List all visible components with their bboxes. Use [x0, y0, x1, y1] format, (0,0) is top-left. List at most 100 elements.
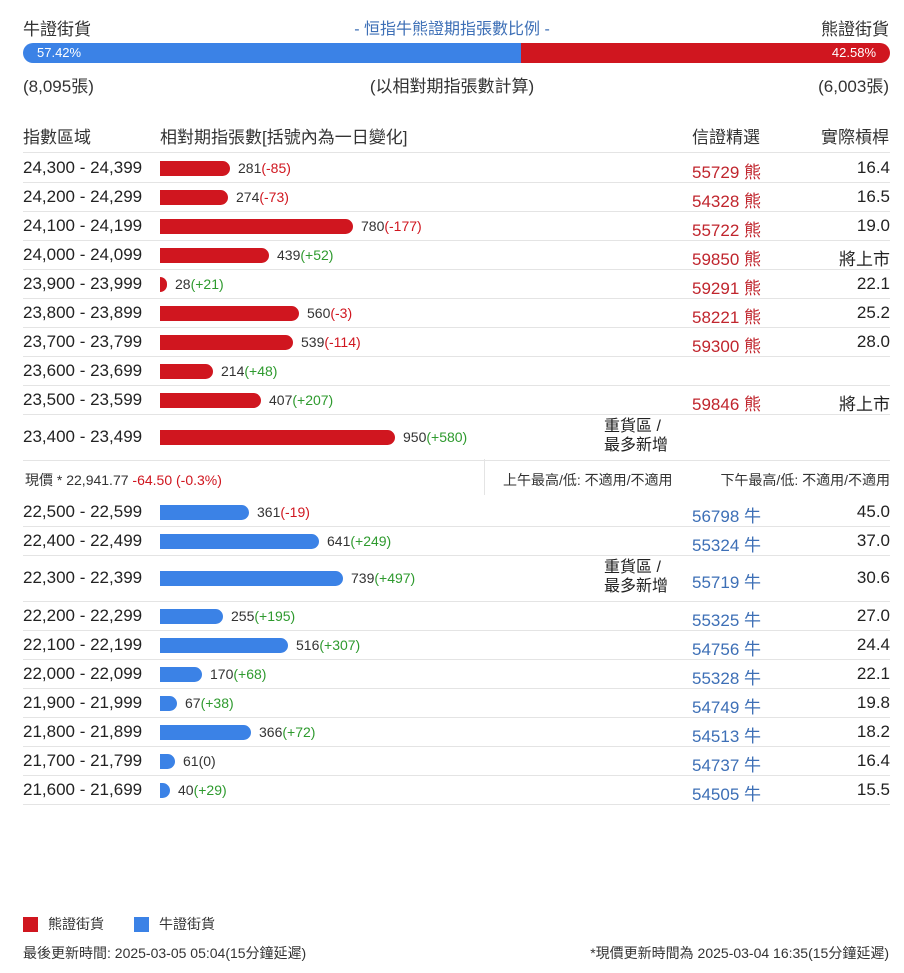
- row-divider: [23, 804, 890, 805]
- bear-count-bar: [160, 430, 395, 445]
- featured-warrant-link[interactable]: 55328 牛: [692, 668, 761, 688]
- count-value: 67(+38): [185, 695, 234, 711]
- count-value: 407(+207): [269, 392, 333, 408]
- page-title: - 恒指牛熊證期指張數比例 -: [354, 21, 550, 38]
- index-range: 21,800 - 21,899: [23, 721, 143, 741]
- bull-row: 22,100 - 22,199 516(+307) 54756 牛 24.4: [23, 630, 890, 659]
- daily-change: (+29): [193, 781, 227, 798]
- bull-count-bar: [160, 637, 288, 653]
- row-divider: [23, 601, 890, 602]
- featured-warrant-link[interactable]: 55324 牛: [692, 535, 761, 555]
- count-value: 281(-85): [238, 160, 291, 176]
- count-number: 641: [327, 532, 351, 549]
- featured-warrant-link[interactable]: 54505 牛: [692, 784, 761, 804]
- bull-row: 21,600 - 21,699 40(+29) 54505 牛 15.5: [23, 775, 890, 804]
- morning-high-low: 上午最高/低: 不適用/不適用: [503, 472, 673, 488]
- count-number: 361: [257, 503, 281, 520]
- count-number: 40: [178, 781, 194, 798]
- featured-warrant-link[interactable]: 55722 熊: [692, 220, 761, 240]
- bull-count-bar: [160, 666, 202, 682]
- bull-row: 22,500 - 22,599 361(-19) 56798 牛 45.0: [23, 497, 890, 526]
- featured-warrant-link[interactable]: 55719 牛: [692, 573, 761, 592]
- featured-warrant-link[interactable]: 59850 熊: [692, 249, 761, 269]
- bull-count-bar: [160, 724, 251, 740]
- count-number: 780: [361, 217, 385, 234]
- daily-change: (-177): [384, 217, 422, 234]
- bull-ratio-segment: 57.42%: [23, 43, 521, 63]
- index-range: 21,900 - 21,999: [23, 692, 143, 712]
- count-number: 274: [236, 188, 260, 205]
- bear-count-bar: [160, 276, 167, 292]
- featured-warrant-link[interactable]: 58221 熊: [692, 307, 761, 327]
- bear-total-count: (6,003張): [818, 77, 889, 96]
- featured-warrant-link[interactable]: 54749 牛: [692, 697, 761, 717]
- featured-warrant-link[interactable]: 59291 熊: [692, 278, 761, 298]
- bull-count-bar: [160, 782, 170, 798]
- featured-warrant-link[interactable]: 59846 熊: [692, 394, 761, 414]
- count-value: 516(+307): [296, 637, 360, 653]
- column-header-count: 相對期指張數[括號內為一日變化]: [160, 128, 408, 147]
- index-range: 22,300 - 22,399: [23, 568, 143, 587]
- daily-change: (+72): [282, 723, 316, 740]
- count-value: 255(+195): [231, 608, 295, 624]
- daily-change: (+580): [426, 429, 468, 445]
- count-value: 950(+580): [403, 429, 467, 445]
- current-price-label: 現價 *: [25, 472, 63, 488]
- count-value: 641(+249): [327, 533, 391, 549]
- row-divider: [23, 298, 890, 299]
- featured-warrant-link[interactable]: 54328 熊: [692, 191, 761, 211]
- index-range: 24,000 - 24,099: [23, 244, 143, 264]
- index-range: 23,800 - 23,899: [23, 302, 143, 322]
- index-range: 24,300 - 24,399: [23, 157, 143, 177]
- count-number: 539: [301, 333, 325, 350]
- bear-count-bar: [160, 218, 353, 234]
- daily-change: (-73): [259, 188, 289, 205]
- effective-leverage: 將上市: [839, 249, 890, 269]
- daily-change: (+249): [350, 532, 392, 549]
- daily-change: (-114): [324, 333, 361, 350]
- featured-warrant-link[interactable]: 55729 熊: [692, 162, 761, 182]
- count-number: 170: [210, 665, 234, 682]
- count-number: 407: [269, 391, 293, 408]
- bear-count-bar: [160, 392, 261, 408]
- count-value: 61(0): [183, 753, 216, 769]
- daily-change: (+38): [200, 694, 234, 711]
- heavy-zone-label: 重貨區 / 最多新增: [604, 418, 669, 454]
- daily-change: (+195): [254, 607, 296, 624]
- row-divider: [23, 211, 890, 212]
- featured-warrant-link[interactable]: 54513 牛: [692, 726, 761, 746]
- bear-row: 24,000 - 24,099 439(+52) 59850 熊 將上市: [23, 240, 890, 269]
- bear-count-bar: [160, 189, 228, 205]
- featured-warrant-link[interactable]: 59300 熊: [692, 336, 761, 356]
- count-basis-note: (以相對期指張數計算): [369, 77, 535, 96]
- count-value: 28(+21): [175, 276, 224, 292]
- index-range: 21,600 - 21,699: [23, 779, 143, 799]
- featured-warrant-link[interactable]: 55325 牛: [692, 610, 761, 630]
- effective-leverage: 18.2: [856, 721, 890, 741]
- row-divider: [23, 385, 890, 386]
- afternoon-high-low: 下午最高/低: 不適用/不適用: [720, 472, 890, 488]
- row-divider: [23, 555, 890, 556]
- index-range: 22,200 - 22,299: [23, 605, 143, 625]
- bear-ratio-percent: 42.58%: [831, 45, 876, 60]
- bear-swatch-icon: [23, 916, 38, 932]
- bull-count-bar: [160, 533, 319, 549]
- index-range: 23,500 - 23,599: [23, 389, 143, 409]
- effective-leverage: 16.4: [856, 750, 890, 770]
- effective-leverage: 28.0: [856, 331, 890, 351]
- effective-leverage: 30.6: [856, 568, 890, 587]
- count-number: 560: [307, 304, 331, 321]
- row-divider: [23, 526, 890, 527]
- count-value: 361(-19): [257, 504, 310, 520]
- bull-row: 21,800 - 21,899 366(+72) 54513 牛 18.2: [23, 717, 890, 746]
- legend-bull-label: 牛證街貨: [159, 916, 215, 932]
- daily-change: (+207): [292, 391, 334, 408]
- daily-change: (-3): [330, 304, 353, 321]
- featured-warrant-link[interactable]: 54756 牛: [692, 639, 761, 659]
- bear-row: 23,500 - 23,599 407(+207) 59846 熊 將上市: [23, 385, 890, 414]
- bull-row: 22,400 - 22,499 641(+249) 55324 牛 37.0: [23, 526, 890, 555]
- featured-warrant-link[interactable]: 54737 牛: [692, 755, 761, 775]
- bull-row: 21,900 - 21,999 67(+38) 54749 牛 19.8: [23, 688, 890, 717]
- effective-leverage: 22.1: [856, 273, 890, 293]
- featured-warrant-link[interactable]: 56798 牛: [692, 506, 761, 526]
